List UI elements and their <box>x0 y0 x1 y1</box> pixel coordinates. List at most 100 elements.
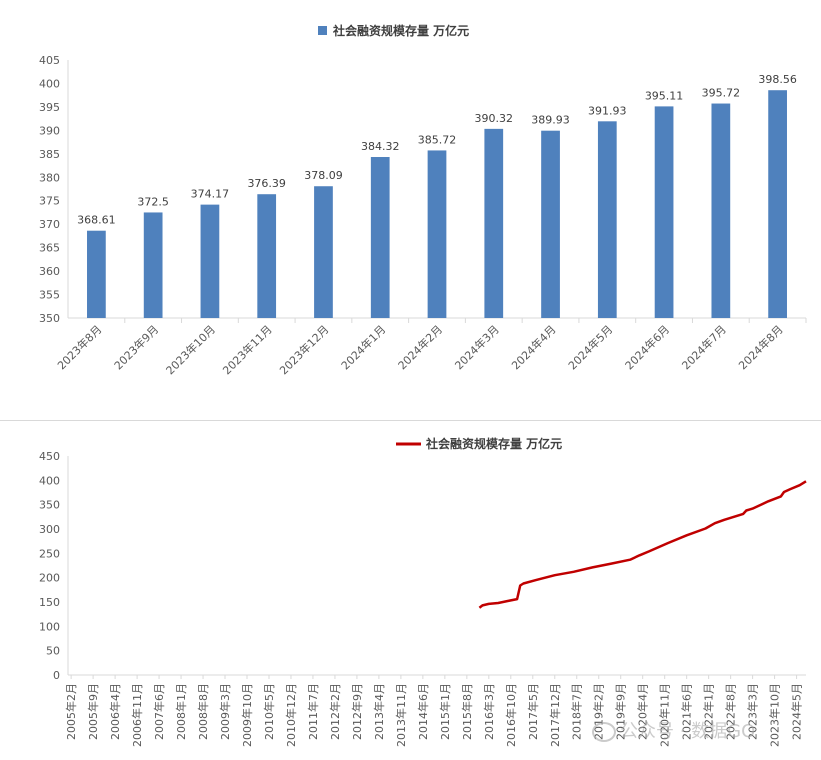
data-label: 368.61 <box>77 214 116 227</box>
y-tick-label: 360 <box>39 265 60 278</box>
x-tick-label: 2024年3月 <box>452 322 502 372</box>
bar <box>484 128 504 318</box>
bar-chart-panel: 社会融资规模存量 万亿元 350 355 360 365 370 375 380 385 390 3… <box>0 23 821 421</box>
y-tick-label: 395 <box>39 101 60 114</box>
bar <box>427 150 447 318</box>
wechat-icon <box>592 722 616 742</box>
data-label: 395.72 <box>702 87 741 100</box>
x-tick-label: 2022年8月 <box>724 683 738 740</box>
x-tick-label: 2019年9月 <box>614 683 628 740</box>
x-tick-label: 2021年6月 <box>680 683 694 740</box>
bar <box>711 103 731 318</box>
y-tick-label: 350 <box>39 499 60 512</box>
x-tick-label: 2024年6月 <box>622 322 672 372</box>
x-tick-label: 2013年11月 <box>394 683 408 747</box>
data-label: 374.17 <box>191 188 230 201</box>
bar-chart: 社会融资规模存量 万亿元 350 355 360 365 370 375 380 385 390 3… <box>39 23 807 377</box>
data-label: 376.39 <box>247 177 286 190</box>
x-tick-label: 2015年1月 <box>438 683 452 740</box>
bar <box>257 194 277 318</box>
data-label: 395.11 <box>645 89 684 102</box>
y-tick-label: 250 <box>39 547 60 560</box>
bar <box>541 130 560 318</box>
bar <box>597 121 617 318</box>
x-tick-label: 2018年7月 <box>570 683 584 740</box>
y-tick-label: 50 <box>46 645 60 658</box>
y-tick-label: 390 <box>39 124 60 137</box>
x-tick-label: 2023年8月 <box>54 322 104 372</box>
data-label: 385.72 <box>418 133 457 146</box>
x-tick-label: 2017年12月 <box>548 683 562 747</box>
x-tick-label: 2005年2月 <box>64 683 78 740</box>
y-tick-label: 370 <box>39 218 60 231</box>
line-chart: 社会融资规模存量 万亿元 0 50 100 150 200 250 300 350 400 450 2… <box>39 436 807 747</box>
x-tick-label: 2023年12月 <box>276 322 331 377</box>
x-tick-label: 2024年5月 <box>790 683 804 740</box>
x-tick-label: 2008年1月 <box>174 683 188 740</box>
bar <box>87 230 106 318</box>
x-tick-label: 2010年12月 <box>284 683 298 747</box>
x-tick-label: 2006年11月 <box>130 683 144 747</box>
x-tick-label: 2024年7月 <box>679 322 729 372</box>
y-tick-label: 355 <box>39 289 60 302</box>
bar <box>768 90 787 318</box>
data-label: 389.93 <box>531 114 570 127</box>
x-tick-label: 2012年2月 <box>328 683 342 740</box>
y-tick-label: 380 <box>39 171 60 184</box>
data-label: 384.32 <box>361 140 400 153</box>
bar <box>143 212 163 318</box>
y-tick-label: 100 <box>39 620 60 633</box>
y-tick-label: 350 <box>39 312 60 325</box>
legend-label: 社会融资规模存量 万亿元 <box>332 23 469 38</box>
x-tick-label: 2006年4月 <box>108 683 122 740</box>
x-tick-label: 2023年10月 <box>768 683 782 747</box>
data-label: 378.09 <box>304 169 343 182</box>
x-tick-label: 2009年10月 <box>240 683 254 747</box>
bar <box>370 157 390 318</box>
legend-swatch <box>318 26 327 35</box>
x-tick-label: 2017年5月 <box>526 683 540 740</box>
y-tick-label: 300 <box>39 523 60 536</box>
y-tick-label: 365 <box>39 242 60 255</box>
x-tick-label: 2024年4月 <box>508 322 558 372</box>
x-tick-label: 2023年9月 <box>111 322 161 372</box>
x-tick-label: 2020年11月 <box>658 683 672 747</box>
watermark-text: 公众号 · 数据GO <box>620 721 756 742</box>
bar <box>200 204 220 318</box>
x-tick-label: 2024年2月 <box>395 322 445 372</box>
bar <box>654 106 674 318</box>
x-tick-label: 2008年8月 <box>196 683 210 740</box>
x-tick-label: 2024年5月 <box>565 322 615 372</box>
x-tick-label: 2024年1月 <box>338 322 388 372</box>
x-tick-label: 2013年4月 <box>372 683 386 740</box>
x-tick-label: 2014年6月 <box>416 683 430 740</box>
data-label: 398.56 <box>758 73 797 86</box>
x-tick-label: 2023年3月 <box>746 683 760 740</box>
y-tick-label: 0 <box>53 669 60 682</box>
watermark: 公众号 · 数据GO <box>592 717 755 743</box>
x-tick-label: 2016年3月 <box>482 683 496 740</box>
data-label: 390.32 <box>475 112 514 125</box>
x-tick-label: 2012年9月 <box>350 683 364 740</box>
legend-label: 社会融资规模存量 万亿元 <box>425 436 562 451</box>
y-tick-label: 200 <box>39 572 60 585</box>
y-tick-label: 375 <box>39 195 60 208</box>
y-tick-label: 405 <box>39 54 60 67</box>
y-tick-label: 450 <box>39 450 60 463</box>
y-tick-label: 400 <box>39 474 60 487</box>
x-tick-label: 2020年4月 <box>636 683 650 740</box>
x-tick-label: 2010年5月 <box>262 683 276 740</box>
x-tick-label: 2016年10月 <box>504 683 518 747</box>
series-line <box>478 480 807 609</box>
x-tick-label: 2023年10月 <box>163 322 218 377</box>
x-tick-label: 2022年1月 <box>702 683 716 740</box>
data-label: 372.5 <box>137 195 169 208</box>
x-tick-label: 2011年7月 <box>306 683 320 740</box>
x-tick-label: 2024年8月 <box>736 322 786 372</box>
data-label: 391.93 <box>588 104 627 117</box>
y-tick-label: 150 <box>39 596 60 609</box>
x-tick-label: 2007年6月 <box>152 683 166 740</box>
y-tick-label: 400 <box>39 77 60 90</box>
x-tick-label: 2005年9月 <box>86 683 100 740</box>
x-tick-label: 2023年11月 <box>220 322 275 377</box>
